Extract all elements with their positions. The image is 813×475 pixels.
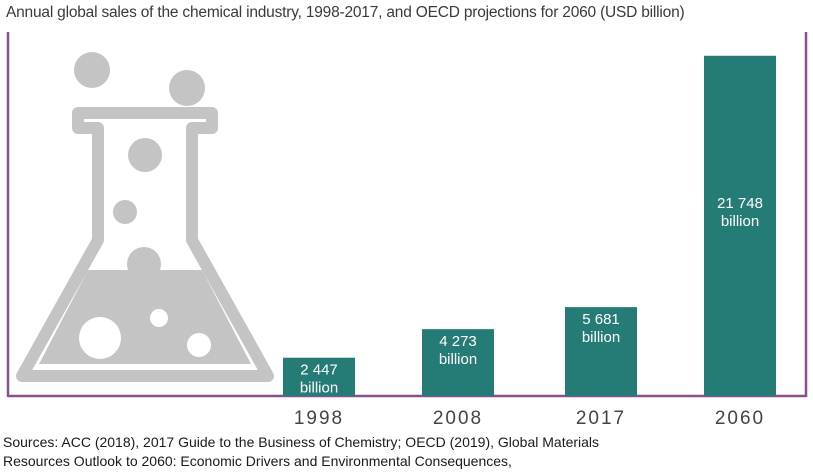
bar-data-label: billion <box>582 329 620 346</box>
bar-data-label: 4 273 <box>439 333 477 350</box>
bubble-circle <box>169 70 205 106</box>
x-tick-label: 2060 <box>715 408 765 429</box>
liquid-bubble-circle <box>187 333 211 357</box>
flask-outline <box>16 107 274 382</box>
bar-2008 <box>422 329 494 396</box>
x-tick-labels-group: 1998 2008 2017 2060 <box>294 408 765 429</box>
bar-data-label: 5 681 <box>582 311 620 328</box>
bubble-circle <box>74 52 110 88</box>
bar-data-label: billion <box>300 380 338 397</box>
sources-line-1: Sources: ACC (2018), 2017 Guide to the B… <box>3 434 600 450</box>
bubble-circle <box>113 200 137 224</box>
bar-data-label: 21 748 <box>717 195 763 212</box>
x-tick-label: 2008 <box>433 408 483 429</box>
bar-data-label: billion <box>721 213 759 230</box>
bar-data-label: 2 447 <box>300 362 338 379</box>
bar-2017 <box>565 307 637 396</box>
x-tick-label: 2017 <box>576 408 626 429</box>
bars-group <box>283 55 776 397</box>
x-tick-label: 1998 <box>294 408 344 429</box>
bar-data-label: billion <box>439 351 477 368</box>
liquid-bubble-circle <box>150 309 168 327</box>
bar-2060 <box>704 55 776 397</box>
chart-title: Annual global sales of the chemical indu… <box>6 4 685 21</box>
sources-line-2: Resources Outlook to 2060: Economic Driv… <box>3 453 512 469</box>
bubble-circle <box>127 247 161 281</box>
liquid-bubble-circle <box>79 317 121 359</box>
bar-1998 <box>283 357 355 396</box>
sources-note: Sources: ACC (2018), 2017 Guide to the B… <box>3 433 811 471</box>
flask-icon <box>16 52 274 382</box>
bubble-circle <box>128 138 162 172</box>
